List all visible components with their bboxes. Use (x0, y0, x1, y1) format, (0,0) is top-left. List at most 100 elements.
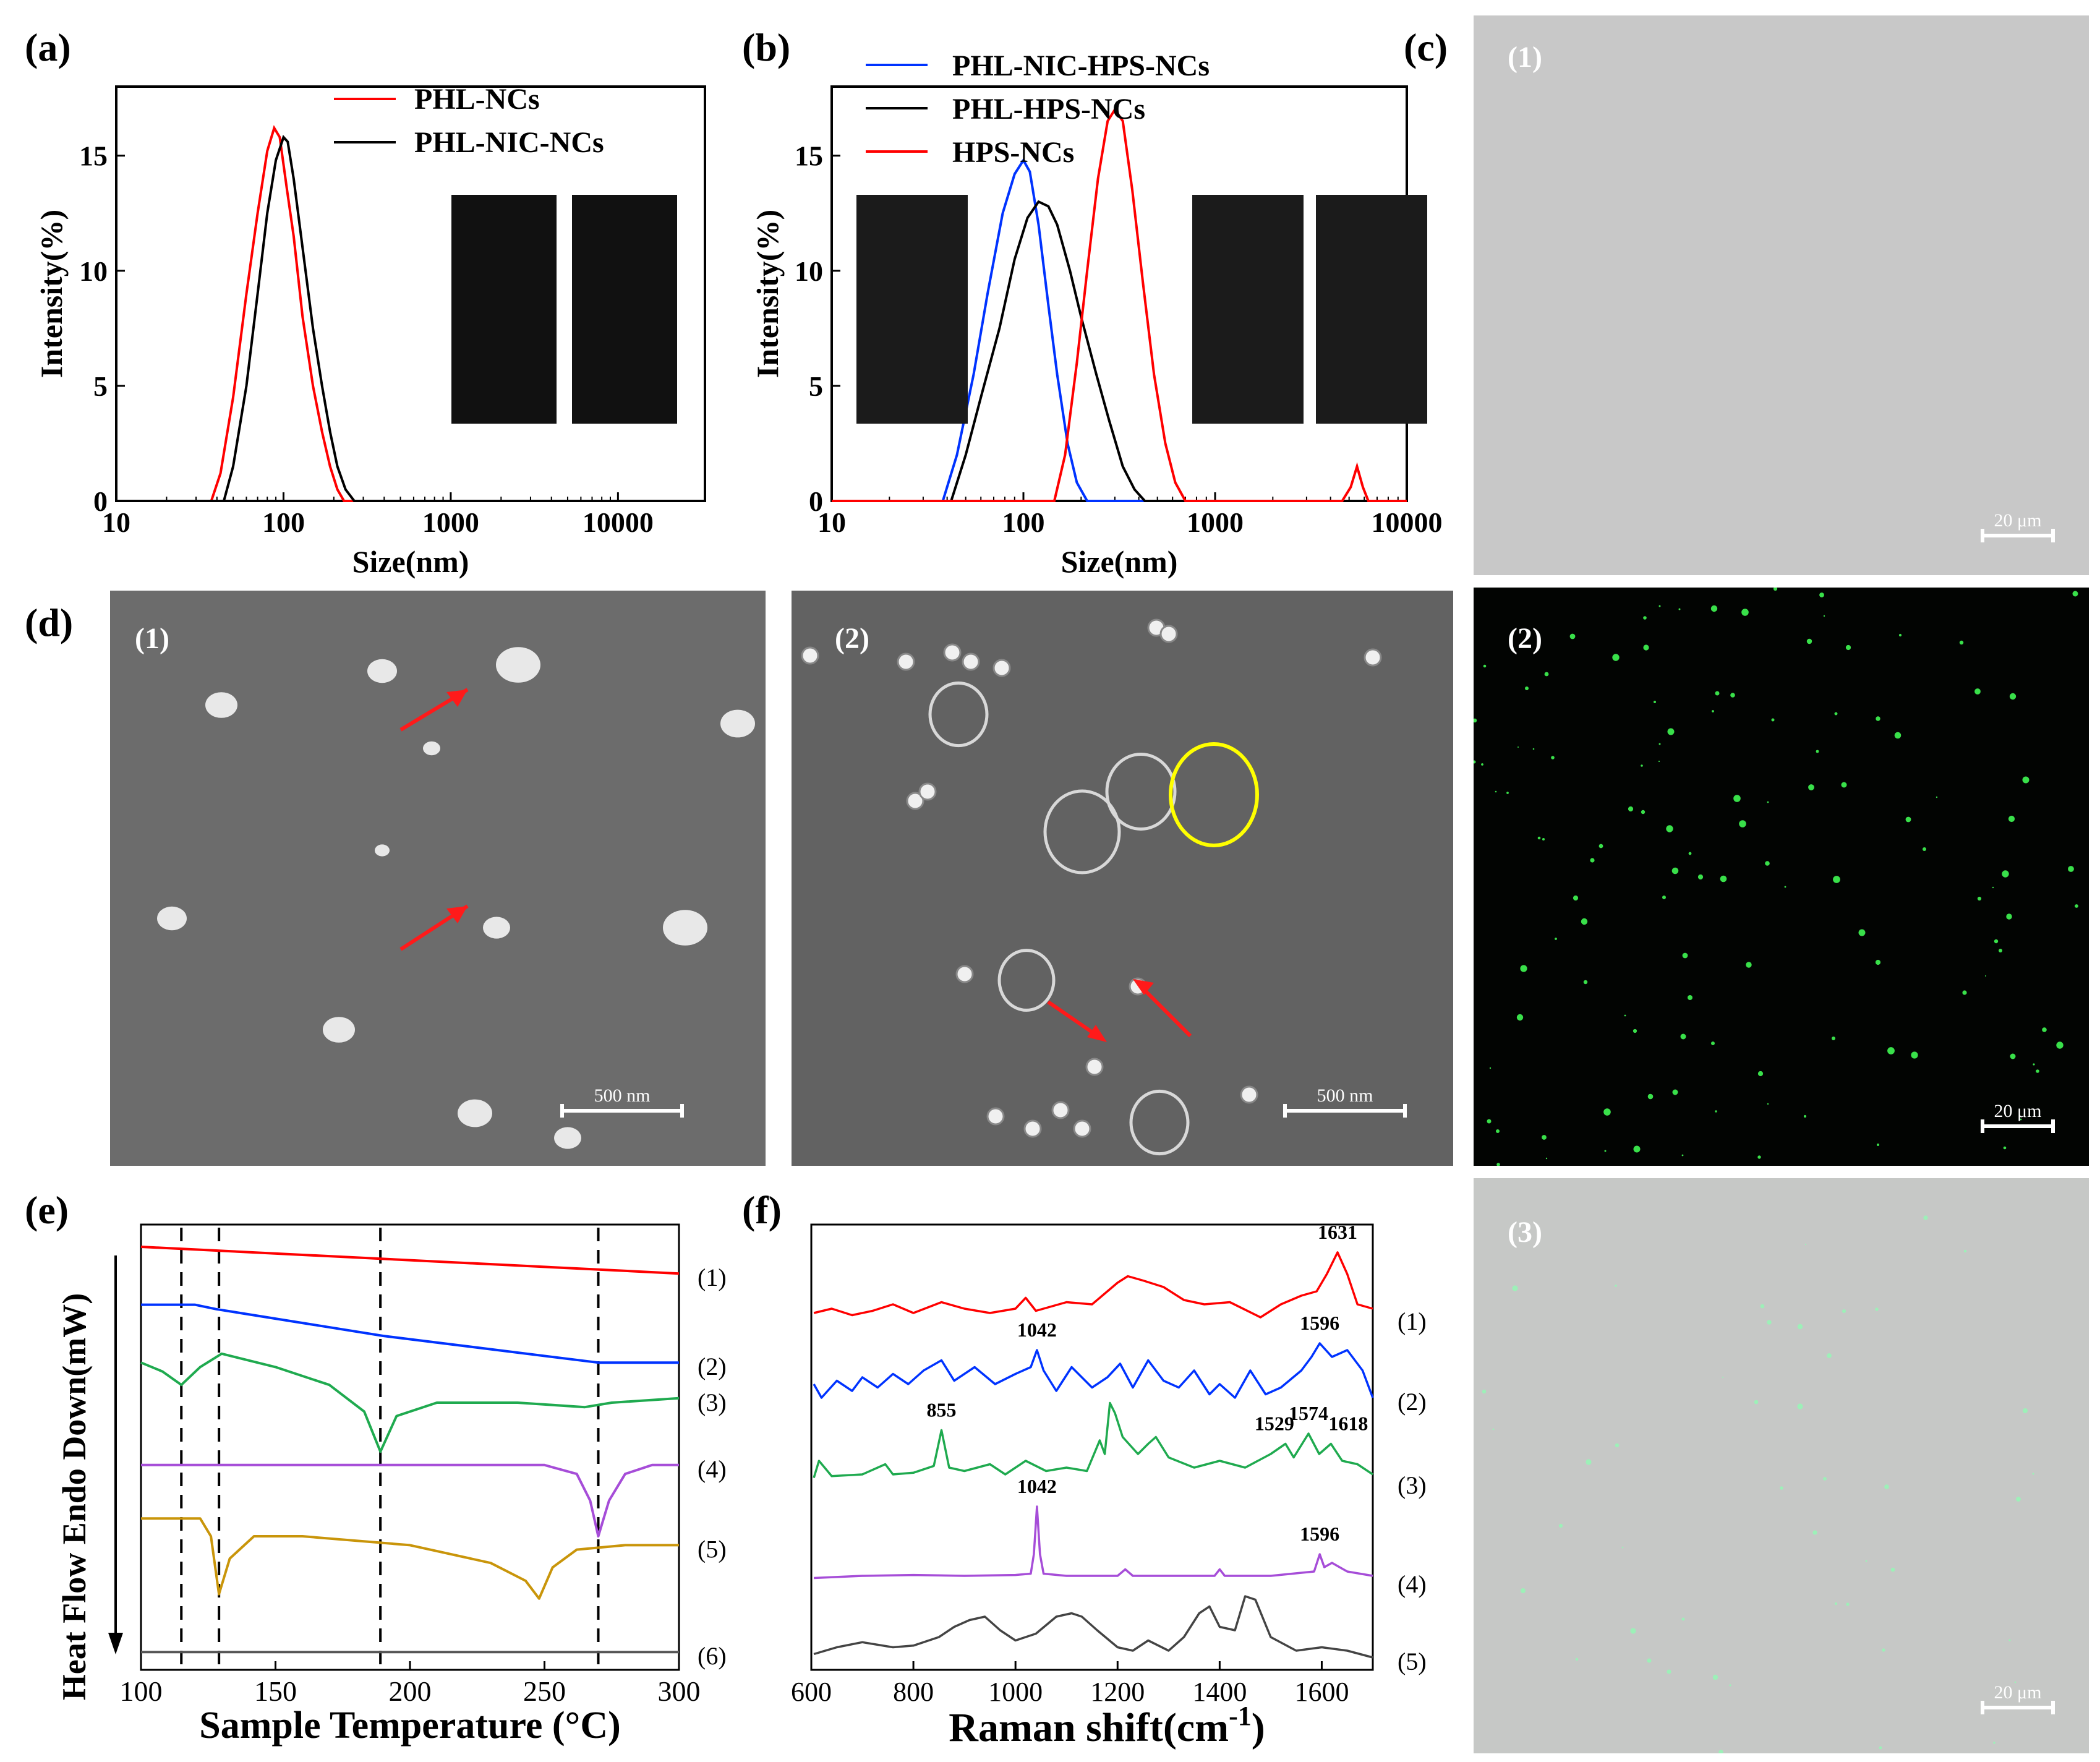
chart-f-curve-labels: (1) (2) (3) (4) (5) (1398, 1307, 1427, 1675)
nanocrystal-particle (375, 844, 390, 857)
vial-photo-phl-nic-hps-ncs (856, 195, 968, 424)
particle-dot (1733, 795, 1741, 802)
particle-dot (1662, 896, 1666, 899)
particle-dot (1834, 712, 1838, 716)
raman-spectrum-2 (813, 1342, 1374, 1399)
dsc-curve-label: (6) (698, 1642, 727, 1670)
particle-dot (1658, 605, 1661, 607)
chart-a-legend: PHL-NCs PHL-NIC-NCs (334, 83, 604, 159)
particle-dot (1999, 949, 2002, 952)
particle-dot (1667, 728, 1675, 735)
chart-f-ticks: 600 800 1000 1200 1400 1600 (791, 1661, 1349, 1707)
particle-dot (1545, 1157, 1548, 1160)
nanocrystal-particle (1240, 1085, 1258, 1104)
micrograph-c1-brightfield: (1) 20 μm (1474, 15, 2089, 575)
nanocrystal-particle (367, 659, 397, 683)
nanocrystal-particle (897, 652, 915, 671)
x-tick-label: 150 (254, 1675, 297, 1707)
particle-dot (2020, 1118, 2022, 1121)
yellow-highlight-circle (1169, 742, 1259, 847)
legend-label-phl-nic-ncs: PHL-NIC-NCs (414, 126, 604, 159)
nanocrystal-particle (205, 692, 237, 718)
particle-dot (1542, 838, 1545, 840)
particle-dot (1865, 1560, 1867, 1562)
particle-dot (1481, 763, 1483, 766)
raman-curve-label: (5) (1398, 1648, 1427, 1675)
particle-dot (1715, 691, 1720, 696)
particle-dot (1615, 1285, 1617, 1287)
particle-dot (1841, 782, 1847, 788)
x-tick-label: 600 (791, 1677, 832, 1707)
particle-dot (1797, 1324, 1803, 1330)
particle-dot (1604, 1150, 1607, 1152)
dsc-curve-4 (141, 1463, 679, 1537)
particle-dot (1993, 1742, 1995, 1744)
particle-dot (1581, 918, 1588, 925)
particle-dot (2008, 815, 2015, 823)
chart-b-legend: PHL-NIC-HPS-NCs PHL-HPS-NCs HPS-NCs (866, 49, 1210, 169)
particle-dot (1697, 874, 1704, 880)
particle-dot (1680, 1033, 1686, 1040)
sublabel-c2: (2) (1508, 622, 1542, 655)
nanocrystal-particle (423, 741, 440, 756)
particle-dot (1773, 588, 1778, 591)
particle-dot (1823, 615, 1825, 617)
particle-dot (1542, 1135, 1547, 1140)
particle-dot (2036, 1069, 2039, 1073)
y-tick-label: 5 (93, 370, 108, 402)
particle-dot (1959, 640, 1964, 645)
hps-vesicle (997, 949, 1056, 1012)
x-tick-label: 10000 (583, 507, 654, 538)
panel-label-e: (e) (25, 1188, 69, 1232)
dsc-curve-1 (140, 1246, 680, 1275)
particle-dot (2002, 870, 2009, 878)
particle-dot (1532, 748, 1535, 750)
chart-e-ylabel: Heat Flow Endo Down(mW) (56, 1293, 93, 1701)
particle-dot (1992, 886, 1994, 889)
particle-dot (1506, 792, 1509, 794)
sem-d1-particles (157, 647, 755, 1149)
nanocrystal-particle (986, 1107, 1005, 1126)
particle-dot (2023, 1408, 2028, 1413)
red-arrow (1139, 985, 1192, 1038)
particle-dot (1624, 1014, 1626, 1017)
nanocrystal-particle (458, 1099, 492, 1127)
particle-dot (1808, 784, 1814, 790)
particle-dot (1495, 790, 1497, 793)
particle-dot (1681, 1154, 1684, 1157)
dsc-curve-label: (4) (698, 1455, 727, 1483)
hps-vesicle (1043, 789, 1121, 875)
particle-dot (2010, 1053, 2016, 1059)
micrograph-c3-merged: (3) 20 μm (1474, 1178, 2089, 1753)
particle-dot (1962, 990, 1967, 995)
particle-dot (1875, 959, 1881, 965)
particle-dot (1845, 644, 1851, 651)
micrograph-c2-fluorescence: (2) 20 μm (1474, 588, 2089, 1166)
particle-dot (1671, 867, 1679, 875)
particle-dot (1612, 654, 1620, 661)
particle-dot (1823, 1477, 1827, 1481)
nanocrystal-particle (1159, 625, 1178, 643)
sublabel-d2: (2) (835, 622, 869, 655)
particle-dot (2016, 1497, 2021, 1502)
peak-label: 1529 (1255, 1413, 1294, 1435)
particle-dot (1923, 847, 1926, 851)
chart-a-xlabel: Size(nm) (352, 544, 469, 579)
particle-dot (1583, 980, 1588, 985)
particle-dot (1643, 616, 1647, 620)
x-tick-label: 1200 (1090, 1677, 1145, 1707)
y-tick-label: 0 (809, 485, 823, 517)
particle-dot (1985, 975, 1986, 977)
nanocrystal-particle (943, 643, 962, 662)
chart-e-curve-labels: (1) (2) (3) (4) (5) (6) (698, 1264, 727, 1670)
particle-dot (1603, 1108, 1611, 1116)
chart-a-ticks: 10 100 1000 10000 0 5 10 15 (79, 140, 654, 538)
x-tick-label: 100 (1002, 507, 1045, 538)
scalebar-c3: 20 μm (1981, 1682, 2055, 1714)
x-tick-label: 250 (523, 1675, 566, 1707)
chart-b-ticks: 10 100 1000 10000 0 5 10 15 (795, 140, 1443, 538)
particle-dot (1615, 1443, 1620, 1448)
particle-dot (1711, 1041, 1715, 1045)
x-tick-label: 1400 (1192, 1677, 1247, 1707)
